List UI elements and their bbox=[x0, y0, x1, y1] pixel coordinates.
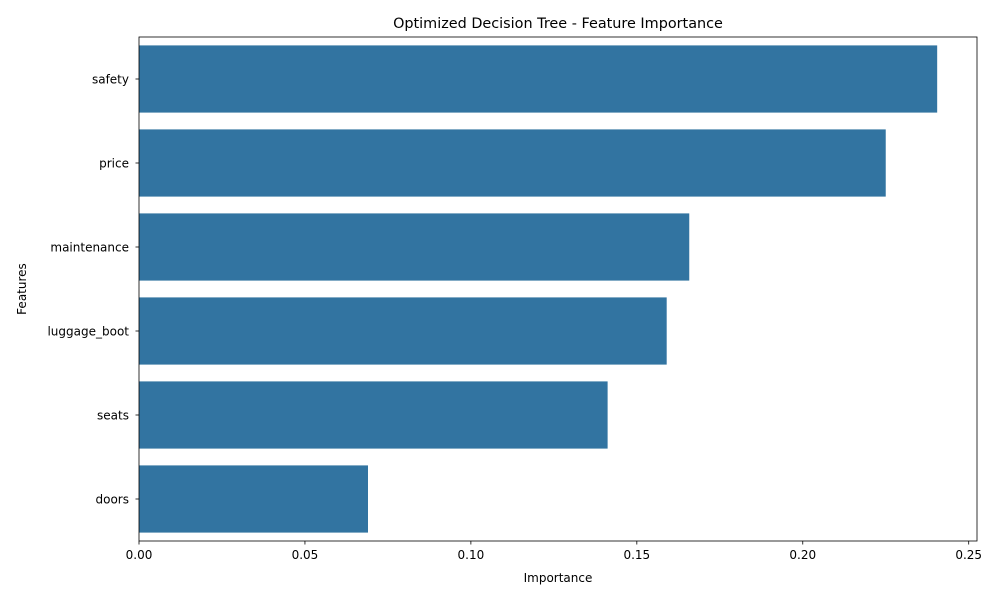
x-tick-label: 0.20 bbox=[789, 548, 816, 562]
y-tick-label: doors bbox=[96, 493, 130, 507]
x-tick-label: 0.15 bbox=[623, 548, 650, 562]
y-tick-label: seats bbox=[97, 409, 129, 423]
y-tick-label: luggage_boot bbox=[47, 325, 129, 339]
chart-title: Optimized Decision Tree - Feature Import… bbox=[393, 16, 723, 32]
y-axis-label: Features bbox=[15, 263, 29, 315]
x-tick-label: 0.10 bbox=[458, 548, 485, 562]
bar-seats bbox=[139, 381, 608, 449]
bar-safety bbox=[139, 45, 938, 113]
bar-doors bbox=[139, 465, 368, 533]
x-tick-label: 0.05 bbox=[292, 548, 319, 562]
bar-luggage_boot bbox=[139, 297, 667, 365]
x-tick-label: 0.25 bbox=[955, 548, 982, 562]
x-axis-label: Importance bbox=[524, 571, 593, 585]
bar-price bbox=[139, 129, 886, 197]
y-tick-label: maintenance bbox=[50, 241, 129, 255]
x-tick-label: 0.00 bbox=[126, 548, 153, 562]
bars-group bbox=[139, 45, 938, 533]
plot-frame bbox=[138, 36, 978, 542]
y-tick-label: price bbox=[99, 157, 129, 171]
x-axis-ticks: 0.00 0.05 0.10 0.15 0.20 0.25 bbox=[126, 541, 982, 562]
axes-group bbox=[138, 36, 978, 542]
bar-maintenance bbox=[139, 213, 690, 281]
y-tick-label: safety bbox=[92, 73, 129, 87]
